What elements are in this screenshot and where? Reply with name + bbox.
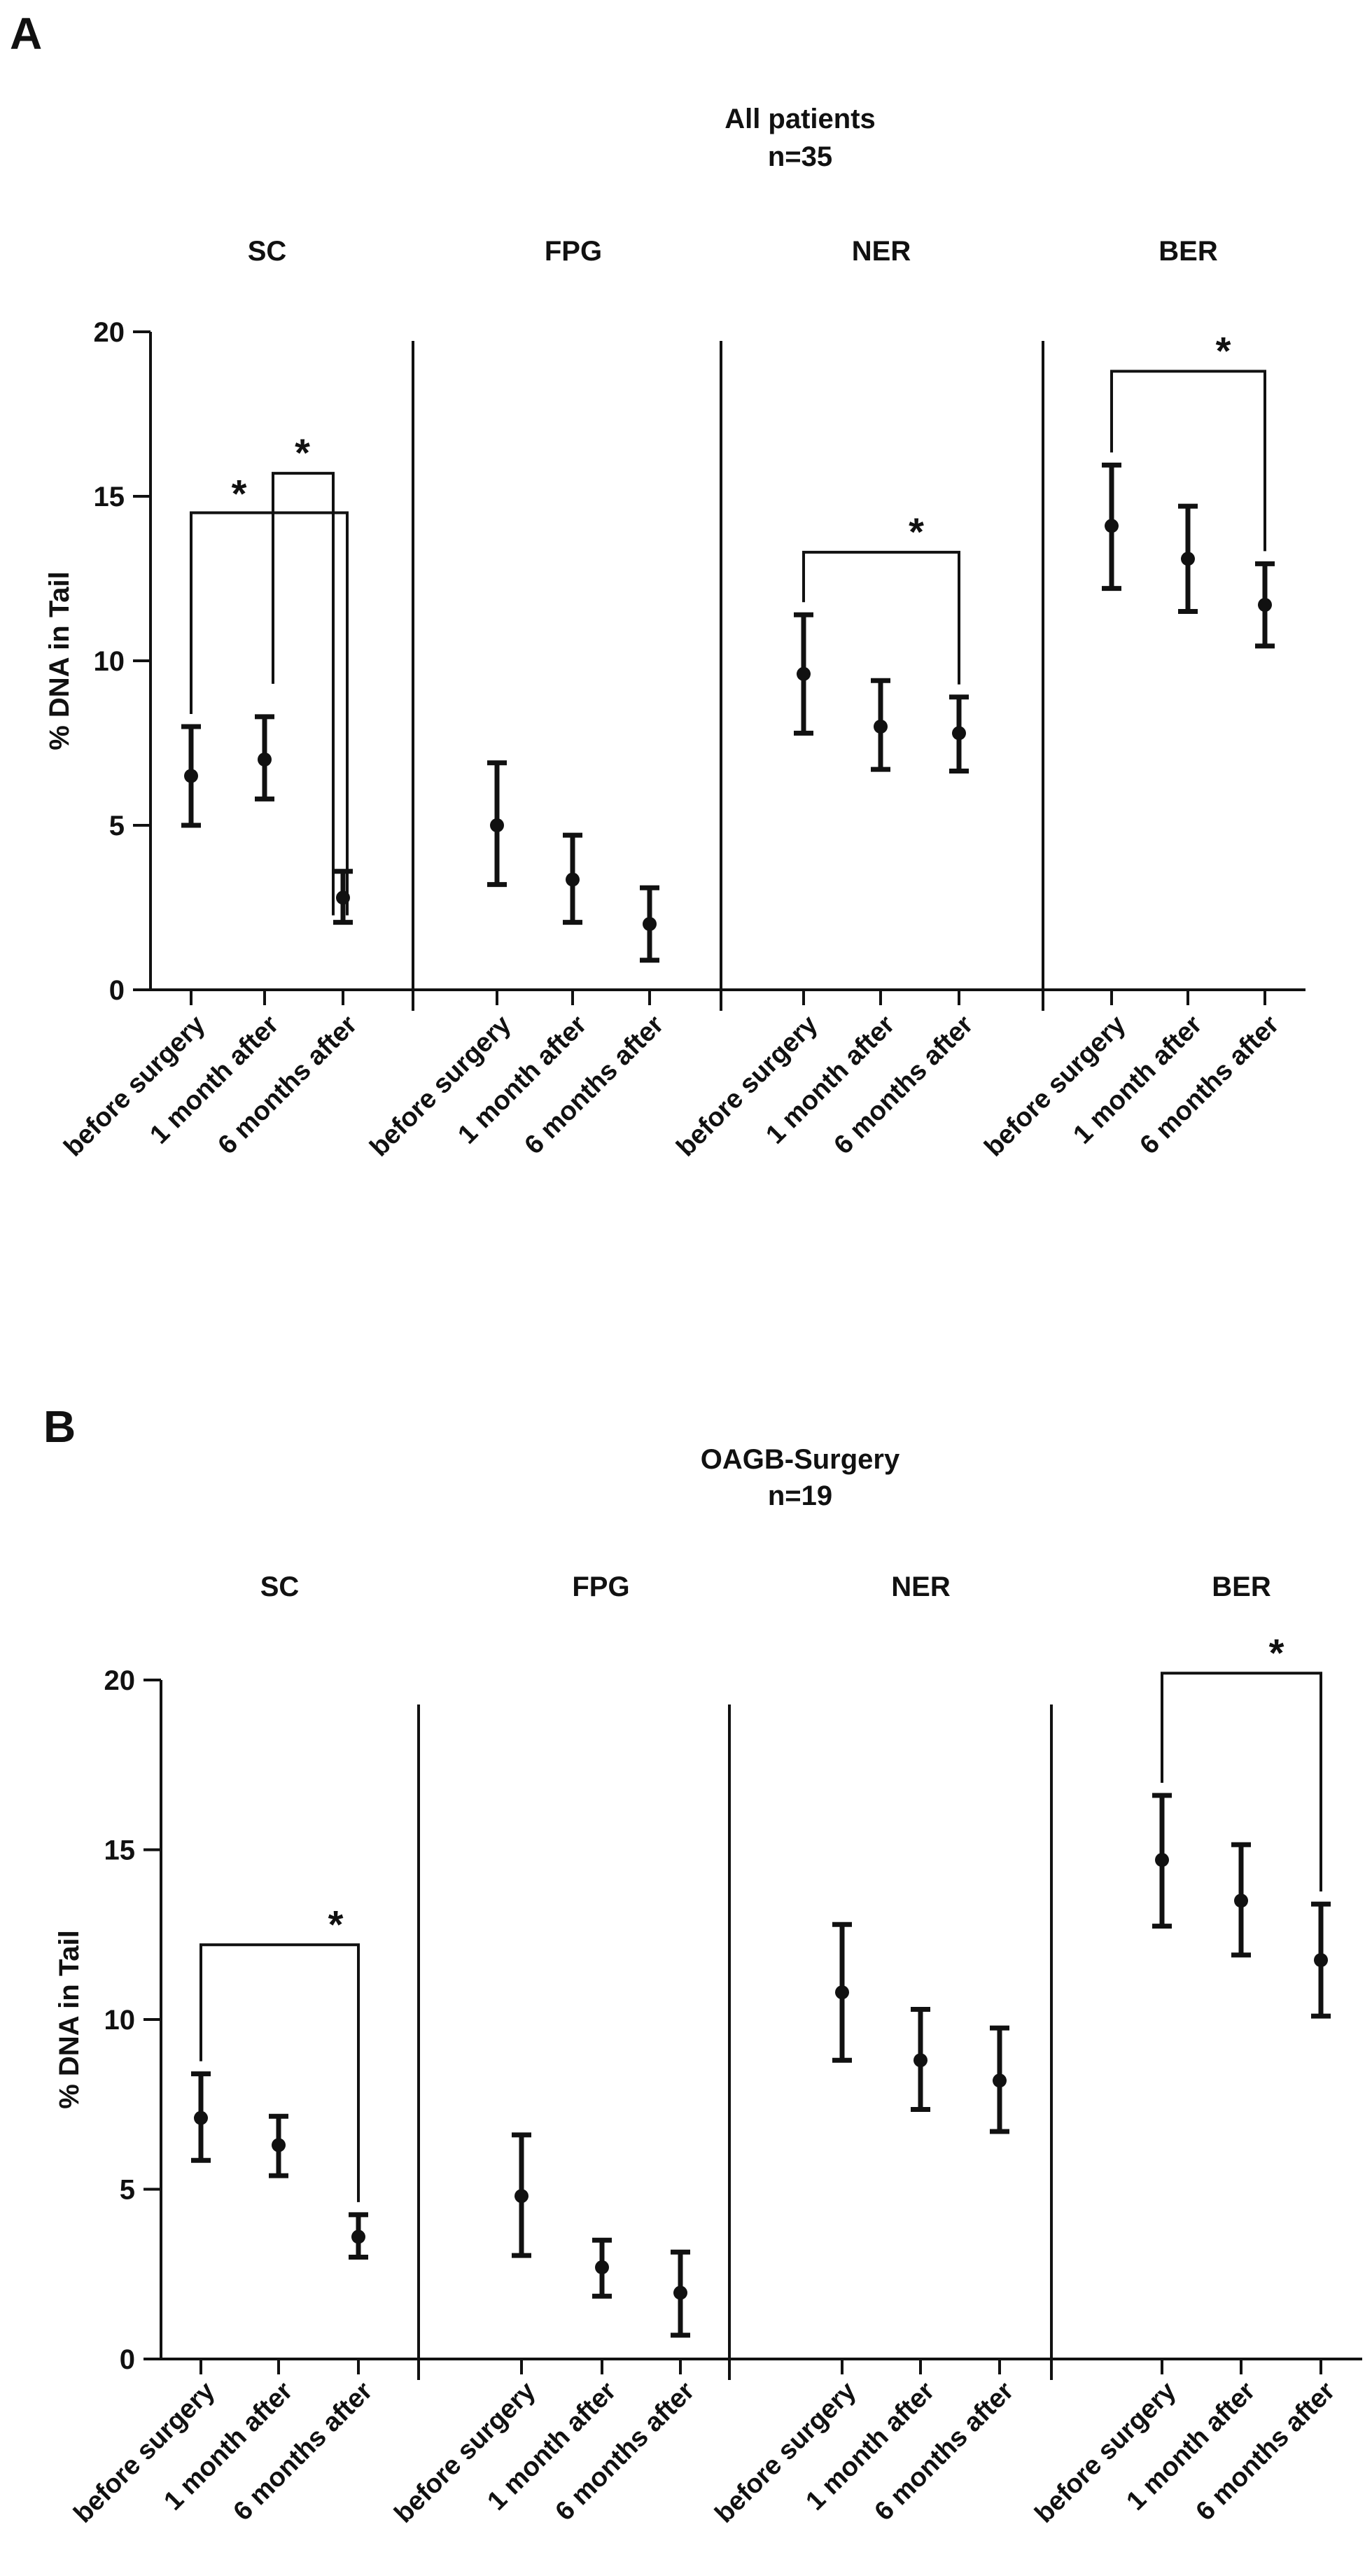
mean-point	[913, 2053, 927, 2068]
mean-point	[194, 2110, 208, 2125]
bracket-line	[200, 1943, 360, 2202]
mean-point	[835, 1985, 849, 2000]
x-tick-label: 6 months after	[829, 1010, 979, 1161]
group-label: BER	[1212, 1572, 1271, 1602]
mean-point	[1258, 598, 1272, 612]
x-tick-label: before surgery	[1030, 2376, 1182, 2529]
y-axis-label: % DNA in Tail	[54, 1930, 85, 2109]
x-tick-label: 6 months after	[550, 2376, 701, 2527]
mean-point	[643, 917, 657, 931]
significance-bracket: *	[190, 472, 349, 916]
group-label: FPG	[572, 1572, 629, 1602]
x-tick-label: before surgery	[979, 1010, 1132, 1163]
x-tick-label: before surgery	[710, 2376, 862, 2529]
mean-point	[1234, 1893, 1248, 1908]
significance-bracket: *	[1161, 1630, 1322, 1892]
mean-point	[258, 752, 272, 766]
mean-point	[993, 2073, 1007, 2088]
x-tick-label: 1 month after	[452, 1010, 592, 1150]
x-tick-label: 6 months after	[213, 1010, 363, 1161]
mean-point	[1105, 519, 1119, 533]
group-label: SC	[248, 236, 287, 267]
significance-bracket: *	[1110, 328, 1266, 552]
mean-point	[595, 2260, 609, 2275]
y-tick-label: 20	[104, 1665, 136, 1696]
x-tick-label: before surgery	[671, 1010, 824, 1163]
significance-bracket: *	[802, 510, 960, 685]
y-tick-label: 10	[94, 646, 125, 677]
group-label: FPG	[545, 236, 602, 267]
mean-point	[514, 2189, 528, 2204]
group-label: NER	[891, 1572, 951, 1602]
y-tick-label: 0	[109, 975, 125, 1006]
panel-letter: B	[43, 1401, 76, 1452]
mean-point	[351, 2230, 365, 2244]
significance-bracket: *	[272, 430, 335, 916]
mean-point	[566, 872, 580, 887]
group-label: BER	[1158, 236, 1218, 267]
mean-point	[797, 666, 811, 681]
mean-point	[952, 726, 966, 741]
bracket-line	[272, 472, 335, 916]
bracket-line	[1161, 1672, 1322, 1892]
chart-subtitle: n=19	[768, 1480, 832, 1511]
mean-point	[1181, 552, 1195, 566]
x-tick-label: 6 months after	[519, 1010, 670, 1161]
significance-star: *	[1216, 328, 1231, 372]
y-tick-label: 20	[94, 317, 125, 348]
x-tick-label: 6 months after	[1135, 1010, 1285, 1161]
bracket-line	[802, 550, 960, 685]
mean-point	[874, 720, 888, 734]
chart-title: OAGB-Surgery	[701, 1444, 900, 1475]
mean-point	[1155, 1853, 1169, 1868]
mean-point	[673, 2286, 687, 2300]
group-label: SC	[260, 1572, 300, 1602]
y-tick-label: 10	[104, 2005, 136, 2036]
significance-star: *	[232, 472, 247, 516]
significance-star: *	[328, 1902, 344, 1946]
x-tick-label: before surgery	[69, 2376, 221, 2529]
mean-point	[490, 818, 504, 832]
y-tick-label: 5	[109, 811, 125, 841]
mean-point	[272, 2138, 286, 2152]
panel-B: B OAGB-Surgery n=19 0 5 10 15 20 % DNA in Tail SC…	[43, 1401, 1362, 2529]
bracket-line	[1110, 370, 1266, 552]
y-tick-label: 15	[104, 1835, 136, 1866]
significance-star: *	[295, 430, 310, 475]
x-tick-label: before surgery	[389, 2376, 542, 2529]
bracket-line	[190, 511, 349, 916]
x-tick-label: 6 months after	[1191, 2376, 1341, 2527]
significance-star: *	[909, 510, 924, 554]
chart-title: All patients	[724, 104, 876, 134]
x-tick-label: 6 months after	[228, 2376, 379, 2527]
x-tick-label: 6 months after	[869, 2376, 1020, 2527]
significance-bracket: *	[200, 1902, 360, 2202]
y-tick-label: 5	[120, 2175, 135, 2206]
y-axis-label: % DNA in Tail	[44, 571, 75, 750]
group-label: NER	[852, 236, 911, 267]
chart-subtitle: n=35	[768, 141, 832, 172]
x-tick-label: before surgery	[365, 1010, 517, 1163]
mean-point	[184, 769, 198, 783]
significance-star: *	[1269, 1630, 1284, 1674]
y-tick-label: 0	[120, 2344, 135, 2375]
panel-letter: A	[10, 8, 42, 59]
mean-point	[1314, 1953, 1328, 1968]
y-tick-label: 15	[94, 482, 125, 512]
